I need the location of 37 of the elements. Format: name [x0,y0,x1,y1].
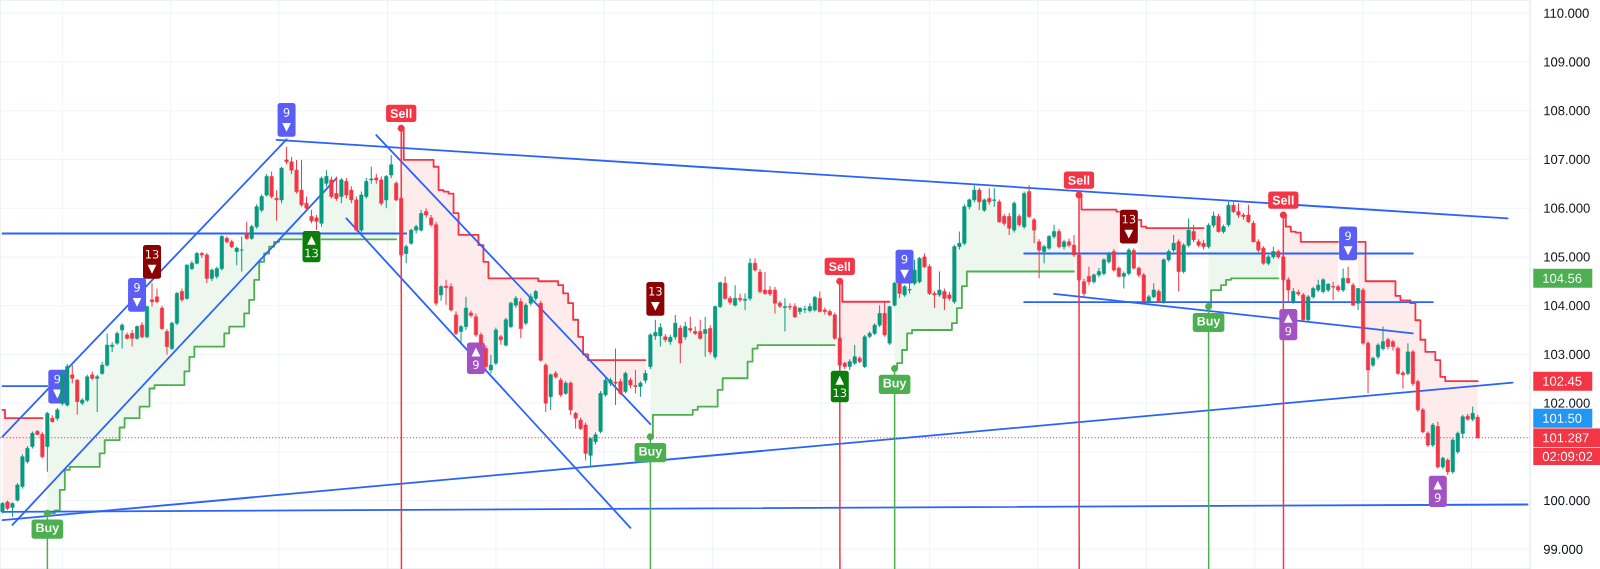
text: ▲ 13 [833,375,847,398]
text: 02:09:02 [1542,451,1593,461]
y-tick-label: 103.000 [1544,349,1590,359]
text: 101.50 [1543,413,1582,423]
y-tick-label: 106.000 [1544,203,1590,213]
text: Sell [390,108,412,118]
y-tick-label: 102.45 [1543,376,1582,386]
ref-line-label: 101.287 [1543,433,1589,443]
text: Sell [1068,175,1090,185]
text: ▲ 9 [471,347,481,369]
series-label: Buy [883,378,907,390]
text: 9 ▼ [282,108,291,132]
text: 9 ▼ [1343,231,1353,256]
y-tick-label: 102.000 [1544,398,1590,408]
series-label: Sell [1272,195,1294,205]
text: ▲ 9 [1283,313,1293,336]
text: Buy [1197,316,1221,329]
y-tick-label: 104.000 [1544,301,1590,311]
y-tick-label: 99.000 [1543,544,1583,554]
y-tick-label: 100.000 [1544,495,1590,506]
series-label: ▲ 9 [1433,480,1443,503]
y-tick-label: 109.000 [1544,57,1590,67]
series-label: 9 ▼ [900,254,909,279]
text: Buy [36,523,60,535]
text: Buy [639,447,663,459]
text: 13 ▼ [649,286,662,311]
y-tick-label: 107.000 [1544,154,1590,165]
text: Sell [829,261,850,272]
y-tick-label: 108.000 [1544,106,1590,116]
y-tick-label: 105.000 [1544,252,1590,262]
text: 9 ▼ [52,374,62,399]
y-tick-label: 110.000 [1544,8,1589,18]
y-tick-label: 104.56 [1543,273,1582,283]
text: 9 ▼ [132,283,142,307]
series-label: 13 ▼ [1122,214,1136,239]
text: 13 ▼ [145,249,159,274]
series-label: ▲ 13 [305,236,318,258]
